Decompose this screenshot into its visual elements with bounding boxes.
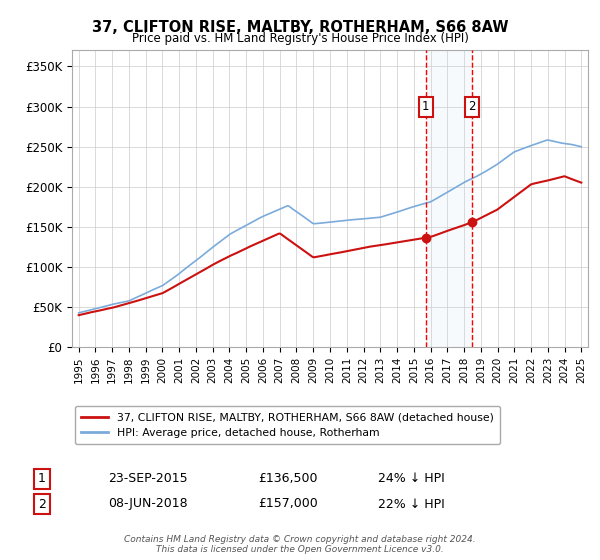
Text: £136,500: £136,500 <box>258 472 317 486</box>
Text: 1: 1 <box>422 100 430 113</box>
Text: 24% ↓ HPI: 24% ↓ HPI <box>378 472 445 486</box>
Text: 1: 1 <box>38 472 46 486</box>
Text: 2: 2 <box>38 497 46 511</box>
Legend: 37, CLIFTON RISE, MALTBY, ROTHERHAM, S66 8AW (detached house), HPI: Average pric: 37, CLIFTON RISE, MALTBY, ROTHERHAM, S66… <box>75 406 500 445</box>
Text: 2: 2 <box>469 100 476 113</box>
Text: 22% ↓ HPI: 22% ↓ HPI <box>378 497 445 511</box>
Text: Contains HM Land Registry data © Crown copyright and database right 2024.
This d: Contains HM Land Registry data © Crown c… <box>124 535 476 554</box>
Text: Price paid vs. HM Land Registry's House Price Index (HPI): Price paid vs. HM Land Registry's House … <box>131 32 469 45</box>
Text: £157,000: £157,000 <box>258 497 318 511</box>
Text: 08-JUN-2018: 08-JUN-2018 <box>108 497 188 511</box>
Text: 37, CLIFTON RISE, MALTBY, ROTHERHAM, S66 8AW: 37, CLIFTON RISE, MALTBY, ROTHERHAM, S66… <box>92 20 508 35</box>
Text: 23-SEP-2015: 23-SEP-2015 <box>108 472 188 486</box>
Bar <box>426 50 472 347</box>
